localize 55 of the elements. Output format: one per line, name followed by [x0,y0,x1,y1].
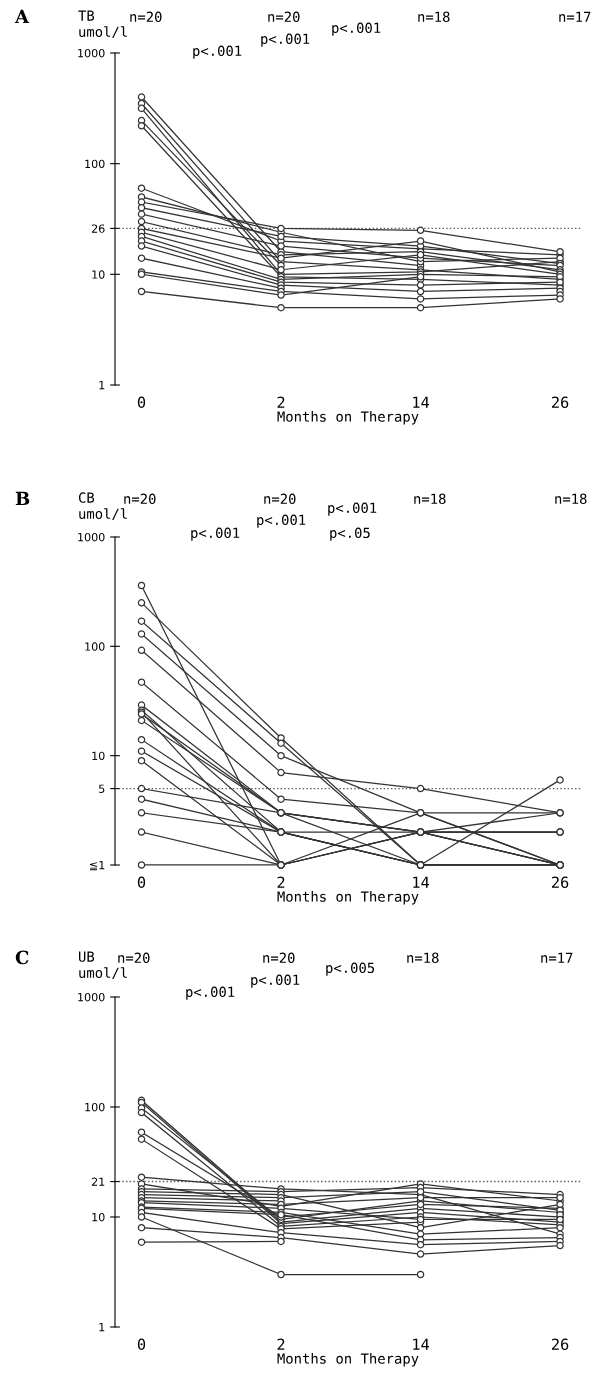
text: n=20 [118,952,150,964]
y-axis-title: TB umol/l [78,10,127,39]
y-tick-label: 100 [85,159,105,169]
x-tick-label: 14 [413,396,430,408]
x-tick-label: 2 [277,396,285,408]
y-tick-label: ≦1 [90,861,105,871]
y-tick-label: 1 [99,381,105,390]
text: p<.001 [328,502,377,516]
text: n=18 [555,493,587,505]
chart-title: C [15,950,29,965]
chart-title: A [14,9,30,23]
y-tick-label: 5 [99,784,105,793]
x-tick-label: 0 [137,1338,146,1351]
text: p<.001 [251,974,300,988]
y-tick-label: 1000 [78,532,105,542]
annotation: p<.05 [330,527,370,541]
y-tick-label: 100 [85,1102,105,1112]
x-tick-label: 0 [137,396,146,409]
text: n=18 [407,952,439,964]
x-axis-title: Months on Therapy [277,1353,419,1367]
text: n=20 [268,11,300,23]
y-tick-label: 26 [91,224,105,233]
y-tick-label: 1 [99,1323,105,1332]
y-tick-label: 10 [92,1212,105,1222]
annotation: p<.001 [191,527,240,541]
text: p<.001 [257,514,306,528]
text: p<.001 [332,22,381,36]
x-tick-label: 2 [277,876,285,888]
text: n=20 [263,952,295,964]
text: n=17 [541,952,573,963]
y-tick-label: 10 [92,270,105,279]
text: n=18 [414,493,446,505]
x-tick-label: 14 [413,1338,430,1350]
y-tick-label: 1000 [78,992,105,1002]
x-tick-label: 26 [552,876,569,889]
y-tick-label: 10 [92,751,105,761]
text: n=20 [130,11,162,23]
text: n=18 [418,11,450,23]
x-tick-label: 26 [552,1338,569,1351]
text: p<.005 [326,962,375,976]
y-tick-label: 1000 [78,48,105,58]
x-axis-title: Months on Therapy [277,891,419,905]
chart-title: B [15,491,30,505]
y-tick-label: 21 [91,1177,105,1186]
x-tick-label: 14 [413,876,430,888]
annotation: p<.001 [193,45,242,59]
text: n=20 [264,493,296,505]
x-tick-label: 26 [552,396,569,409]
text: p<.001 [261,33,310,47]
x-axis-title: Months on Therapy [277,411,419,425]
x-tick-label: 0 [137,876,146,889]
annotation: p<.001 [186,986,235,1000]
x-tick-label: 2 [277,1338,285,1350]
text: n=17 [559,11,591,22]
y-tick-label: 100 [85,642,105,651]
